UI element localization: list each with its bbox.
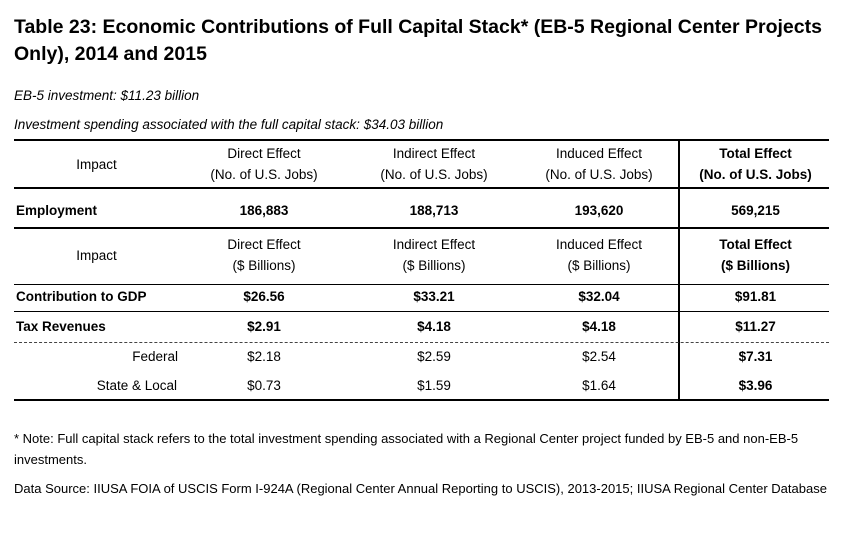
eb5-investment-caption: EB-5 investment: $11.23 billion [14,88,200,103]
section-rule [14,227,829,229]
data-source: Data Source: IIUSA FOIA of USCIS Form I-… [14,481,827,496]
jobs-induced-header: Induced Effect (No. of U.S. Jobs) [545,146,653,182]
tax-label: Tax Revenues [16,319,106,334]
tax-induced: $4.18 [582,319,616,334]
footnote: * Note: Full capital stack refers to the… [14,431,799,467]
state-local-indirect: $1.59 [417,378,451,393]
economic-contributions-table: Impact Direct Effect (No. of U.S. Jobs) I… [14,139,829,401]
table-title: Table 23: Economic Contributions of Full… [14,16,822,65]
dollar-direct-header: Direct Effect ($ Billions) [227,237,301,273]
dollar-total-header: Total Effect ($ Billions) [719,237,792,273]
employment-indirect: 188,713 [409,203,459,218]
tax-total: $11.27 [735,319,776,334]
gdp-rule [14,311,829,312]
table-bottom-rule [14,399,829,401]
gdp-direct: $26.56 [243,289,285,304]
tax-indirect: $4.18 [417,319,451,334]
state-local-induced: $1.64 [582,378,616,393]
jobs-impact-header: Impact [76,157,117,172]
employment-label: Employment [16,203,98,218]
employment-induced: 193,620 [574,203,624,218]
jobs-direct-header: Direct Effect (No. of U.S. Jobs) [210,146,318,182]
employment-total: 569,215 [731,203,780,218]
federal-total: $7.31 [738,349,773,364]
federal-label: Federal [132,349,178,364]
dollar-impact-header: Impact [76,248,117,263]
capital-stack-caption: Investment spending associated with the … [14,117,444,132]
gdp-total: $91.81 [734,289,777,304]
federal-indirect: $2.59 [417,349,451,364]
tax-dotted-rule [14,342,829,343]
federal-direct: $2.18 [247,349,281,364]
state-local-total: $3.96 [738,378,773,393]
gdp-indirect: $33.21 [413,289,455,304]
table-top-rule [14,139,829,141]
employment-direct: 186,883 [239,203,289,218]
jobs-total-header: Total Effect (No. of U.S. Jobs) [699,146,812,182]
state-local-label: State & Local [96,378,177,393]
total-column-divider [678,139,680,401]
gdp-induced: $32.04 [578,289,620,304]
gdp-label: Contribution to GDP [16,289,147,304]
jobs-indirect-header: Indirect Effect (No. of U.S. Jobs) [380,146,488,182]
tax-direct: $2.91 [247,319,281,334]
dollar-induced-header: Induced Effect ($ Billions) [555,237,643,273]
dollar-header-rule [14,284,829,285]
dollar-indirect-header: Indirect Effect ($ Billions) [392,237,476,273]
state-local-direct: $0.73 [247,378,281,393]
federal-induced: $2.54 [582,349,616,364]
header-rule [14,187,829,189]
